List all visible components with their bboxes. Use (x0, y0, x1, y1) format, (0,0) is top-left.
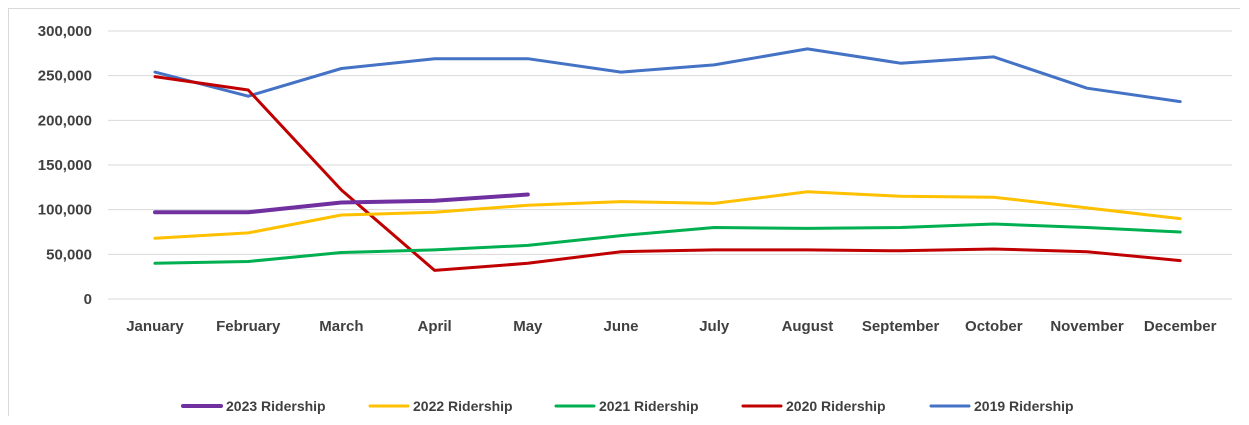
legend-item-2020-ridership: 2020 Ridership (741, 398, 886, 414)
y-axis-ticks: 0 50,000 100,000 150,000 200,000 250,000 300,0… (38, 23, 92, 308)
y-tick-label: 150,000 (38, 157, 92, 174)
series-line-2019-ridership (153, 47, 1182, 104)
series-line-2022-ridership (153, 190, 1182, 240)
x-tick-label: September (862, 318, 940, 335)
x-tick-label: July (699, 318, 730, 335)
y-tick-label: 0 (84, 291, 92, 308)
x-tick-label: November (1050, 318, 1124, 335)
x-tick-label: June (603, 318, 638, 335)
y-tick-label: 100,000 (38, 202, 92, 219)
legend-label: 2019 Ridership (974, 398, 1074, 414)
y-tick-label: 200,000 (38, 112, 92, 129)
legend: 2023 Ridership 2022 Ridership 2021 Ridersh… (181, 398, 1074, 414)
x-tick-label: April (418, 318, 452, 335)
legend-label: 2020 Ridership (786, 398, 886, 414)
x-tick-label: October (965, 318, 1023, 335)
legend-item-2019-ridership: 2019 Ridership (929, 398, 1074, 414)
legend-item-2022-ridership: 2022 Ridership (368, 398, 513, 414)
legend-label: 2023 Ridership (226, 398, 326, 414)
legend-label: 2021 Ridership (599, 398, 699, 414)
legend-item-2023-ridership: 2023 Ridership (181, 398, 326, 414)
legend-item-2021-ridership: 2021 Ridership (554, 398, 699, 414)
chart-border (8, 8, 1240, 416)
legend-label: 2022 Ridership (413, 398, 513, 414)
series-lines (153, 47, 1182, 272)
x-tick-label: January (126, 318, 184, 335)
x-tick-label: March (319, 318, 363, 335)
x-tick-label: May (513, 318, 543, 335)
series-line-2023-ridership (153, 192, 530, 215)
x-axis-ticks: January February March April May June July Augu… (126, 318, 1216, 335)
gridlines (108, 30, 1232, 300)
x-tick-label: August (782, 318, 834, 335)
x-tick-label: December (1144, 318, 1217, 335)
y-tick-label: 50,000 (46, 246, 92, 263)
y-tick-label: 300,000 (38, 23, 92, 40)
series-line-2021-ridership (153, 222, 1182, 265)
series-line-2020-ridership (153, 75, 1182, 272)
y-tick-label: 250,000 (38, 68, 92, 85)
x-tick-label: February (216, 318, 281, 335)
